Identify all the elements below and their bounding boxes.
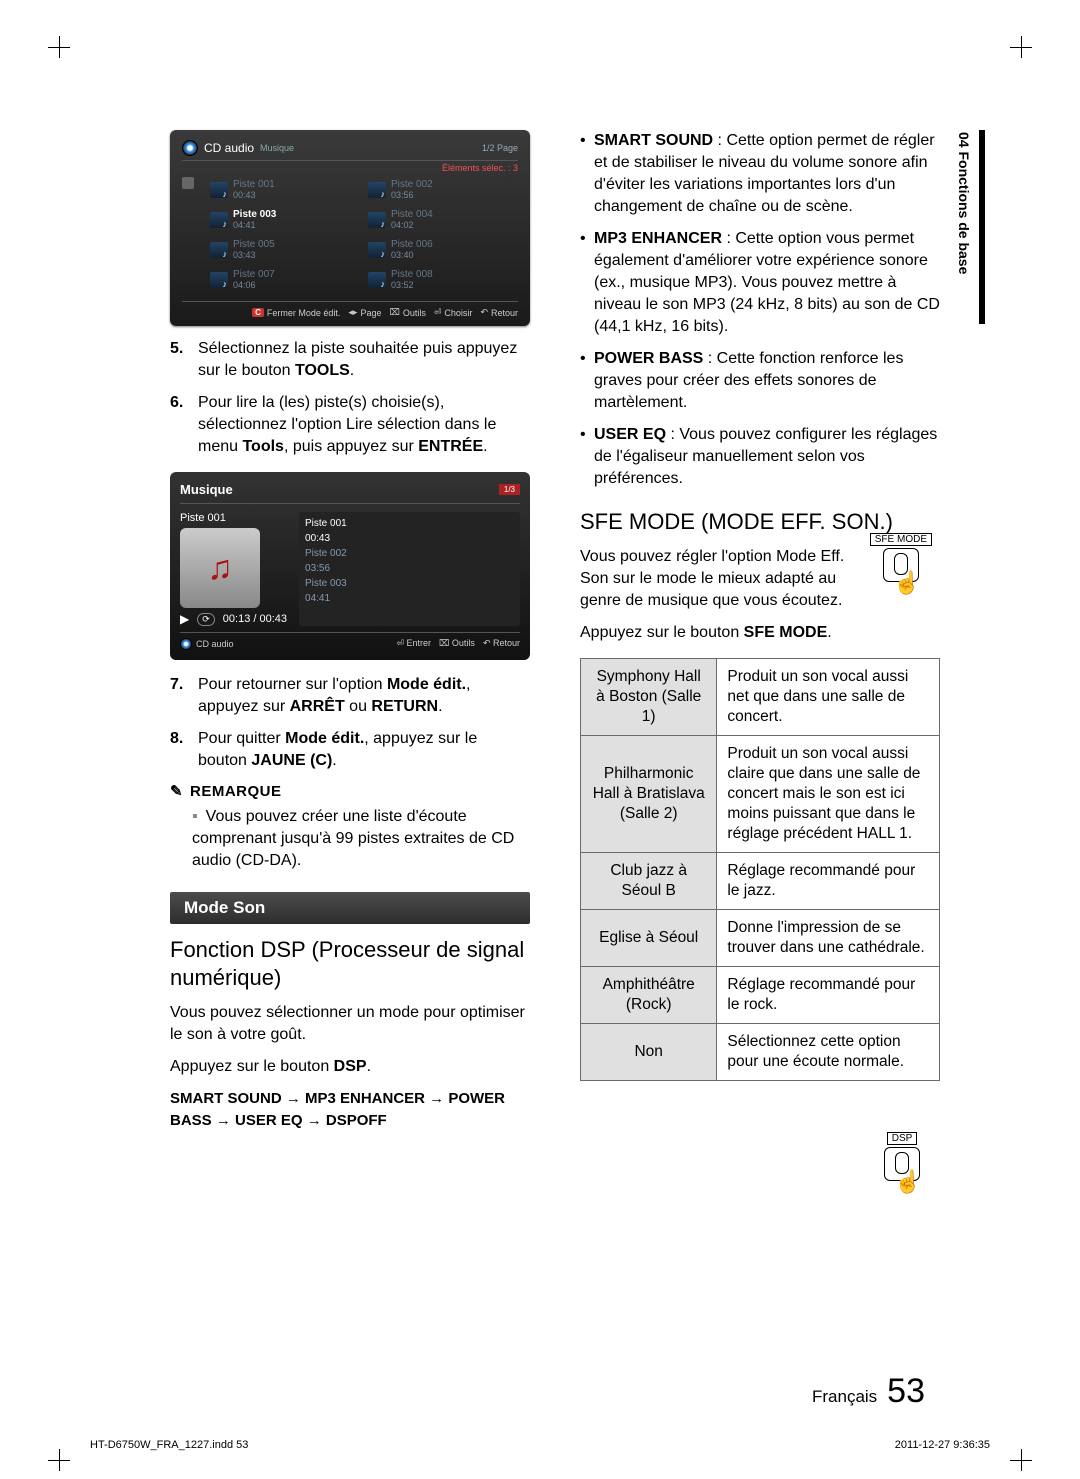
play-icon: ▶ — [180, 612, 189, 626]
table-row: Symphony Hall à Boston (Salle 1)Produit … — [581, 659, 940, 736]
shot1-sub: Musique — [260, 143, 294, 153]
shot2-title: Musique — [180, 482, 233, 497]
print-date: 2011-12-27 9:36:35 — [895, 1439, 990, 1451]
footer-close: CFermer Mode édit. — [252, 307, 340, 318]
shot2-return: ↶ Retour — [483, 638, 520, 650]
dsp-press: Appuyez sur le bouton DSP. — [170, 1056, 530, 1078]
bullet-item: USER EQ : Vous pouvez configurer les rég… — [580, 424, 940, 490]
scroll-up-icon — [182, 177, 194, 189]
disc-icon — [182, 140, 198, 156]
dsp-intro: Vous pouvez sélectionner un mode pour op… — [170, 1002, 530, 1046]
side-tab: 04 Fonctions de base — [956, 130, 972, 276]
step-8: 8.Pour quitter Mode édit., appuyez sur l… — [170, 728, 530, 772]
shot2-enter: ⏎ Entrer — [396, 638, 431, 650]
table-row: NonSélectionnez cette option pour une éc… — [581, 1024, 940, 1081]
track-item: Piste 00803:52 — [368, 267, 518, 293]
footer-page: 53 — [887, 1372, 925, 1411]
dsp-remote-icon: DSP ☝ — [884, 1132, 920, 1191]
playlist-item-time: 04:41 — [305, 591, 514, 606]
album-art: ♫ — [180, 528, 260, 608]
note-item: Vous pouvez créer une liste d'écoute com… — [192, 806, 530, 872]
note-heading: ✎REMARQUE — [170, 782, 530, 800]
time-bar: ▶ ⟳ 00:13 / 00:43 — [180, 612, 287, 626]
playlist-item: Piste 003 — [305, 576, 514, 591]
shot1-title: CD audio — [204, 141, 254, 155]
print-file: HT-D6750W_FRA_1227.indd 53 — [90, 1439, 248, 1451]
track-item: Piste 00100:43 — [210, 177, 360, 203]
disc-icon — [180, 638, 192, 650]
playlist-item-time: 03:56 — [305, 561, 514, 576]
table-row: Eglise à SéoulDonne l'impression de se t… — [581, 910, 940, 967]
sfe-intro: Vous pouvez régler l'option Mode Eff. So… — [580, 546, 850, 612]
sfe-remote-icon: SFE MODE ☝ — [870, 533, 932, 592]
footer-tools: ⌧ Outils — [389, 307, 425, 318]
now-track-name: Piste 001 — [180, 512, 287, 524]
track-item: Piste 00704:06 — [210, 267, 360, 293]
footer-return: ↶ Retour — [480, 307, 518, 318]
dsp-chain: SMART SOUND → MP3 ENHANCER → POWER BASS … — [170, 1088, 530, 1132]
sfe-heading: SFE MODE (MODE EFF. SON.) — [580, 508, 940, 536]
table-row: Club jazz à Séoul BRéglage recommandé po… — [581, 853, 940, 910]
shot1-page: 1/2 Page — [482, 143, 518, 153]
track-item: Piste 00603:40 — [368, 237, 518, 263]
table-row: Amphithéâtre (Rock)Réglage recommandé po… — [581, 967, 940, 1024]
music-player-screenshot: Musique 1/3 Piste 001 ♫ ▶ ⟳ 00:13 / 00:4… — [170, 472, 530, 660]
dsp-heading: Fonction DSP (Processeur de signal numér… — [170, 936, 530, 992]
footer-choose: ⏎ Choisir — [434, 307, 473, 318]
loop-icon: ⟳ — [197, 613, 215, 626]
cd-audio-screenshot: CD audio Musique 1/2 Page Éléments sélec… — [170, 130, 530, 326]
step-7: 7.Pour retourner sur l'option Mode édit.… — [170, 674, 530, 718]
bullet-item: MP3 ENHANCER : Cette option vous permet … — [580, 228, 940, 338]
shot2-page: 1/3 — [499, 484, 520, 495]
sfe-press: Appuyez sur le bouton SFE MODE. — [580, 622, 940, 644]
track-item: Piste 00304:41 — [210, 207, 360, 233]
footer-page: ◂▸ Page — [348, 307, 381, 318]
playlist-item-time: 00:43 — [305, 531, 514, 546]
shot2-tools: ⌧ Outils — [439, 638, 475, 650]
table-row: Philharmonic Hall à Bratislava (Salle 2)… — [581, 736, 940, 853]
playlist-item: Piste 002 — [305, 546, 514, 561]
step-6: 6.Pour lire la (les) piste(s) choisie(s)… — [170, 392, 530, 458]
section-ribbon: Mode Son — [170, 892, 530, 924]
sfe-table: Symphony Hall à Boston (Salle 1)Produit … — [580, 658, 940, 1081]
step-5: 5.Sélectionnez la piste souhaitée puis a… — [170, 338, 530, 382]
track-item: Piste 00404:02 — [368, 207, 518, 233]
track-item: Piste 00503:43 — [210, 237, 360, 263]
footer-lang: Français — [812, 1387, 877, 1407]
bullet-item: SMART SOUND : Cette option permet de rég… — [580, 130, 940, 218]
playlist-item: Piste 001 — [305, 516, 514, 531]
bullet-item: POWER BASS : Cette fonction renforce les… — [580, 348, 940, 414]
shot1-selected: Éléments sélec. : 3 — [182, 161, 518, 177]
track-item: Piste 00203:56 — [368, 177, 518, 203]
